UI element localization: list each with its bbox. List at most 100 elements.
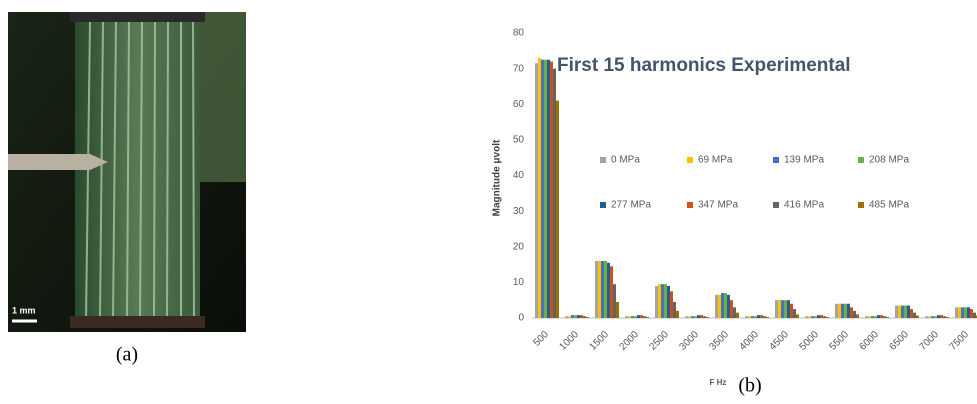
legend-swatch: [858, 157, 864, 163]
bar: [601, 261, 604, 318]
bar: [550, 61, 553, 318]
bar: [871, 316, 874, 318]
bar: [955, 307, 958, 318]
caption: (b): [738, 375, 761, 397]
x-tick-label: 7500: [947, 329, 971, 353]
bar: [913, 312, 916, 318]
chart-title: First 15 harmonics Experimental: [557, 55, 851, 76]
bar: [880, 315, 883, 318]
bar: [724, 293, 727, 318]
bar: [598, 261, 601, 318]
bar: [877, 315, 880, 318]
bar: [886, 316, 889, 318]
bar: [613, 284, 616, 318]
bar: [553, 68, 556, 318]
bar: [946, 316, 949, 318]
bar: [595, 261, 598, 318]
bar: [904, 305, 907, 318]
bar: [934, 316, 937, 318]
bar: [676, 310, 679, 318]
bar: [694, 316, 697, 318]
x-tick-label: 3000: [677, 329, 701, 353]
bar: [655, 285, 658, 318]
legend-swatch: [687, 202, 693, 208]
bar: [574, 315, 577, 318]
x-tick-label: 6000: [857, 329, 881, 353]
y-tick-label: 80: [513, 28, 525, 39]
bar: [535, 63, 538, 318]
bar: [721, 293, 724, 318]
bar: [928, 316, 931, 318]
bar: [958, 307, 961, 318]
x-tick-label: 4000: [737, 329, 761, 353]
bar: [943, 316, 946, 318]
bar: [763, 316, 766, 318]
legend-swatch: [687, 157, 693, 163]
x-tick-label: 5000: [797, 329, 821, 353]
bar: [796, 314, 799, 318]
bar: [673, 301, 676, 318]
bar: [706, 316, 709, 318]
legend-label: 139 MPa: [784, 155, 824, 166]
bar: [691, 316, 694, 318]
bar: [925, 316, 928, 318]
bar: [853, 310, 856, 318]
bar: [538, 57, 541, 318]
bar: [733, 307, 736, 318]
bar: [820, 315, 823, 318]
bar: [751, 316, 754, 318]
bar: [781, 300, 784, 318]
y-tick-label: 50: [513, 135, 525, 146]
bar: [631, 316, 634, 318]
bar: [748, 316, 751, 318]
bar: [793, 309, 796, 318]
bar: [646, 316, 649, 318]
bar: [898, 305, 901, 318]
photo: 1 mm: [8, 12, 246, 332]
bar: [805, 316, 808, 318]
bar: [844, 303, 847, 318]
y-tick-label: 10: [513, 277, 525, 288]
caption: (a): [116, 344, 138, 366]
bar: [754, 316, 757, 318]
bar: [547, 59, 550, 318]
bar: [688, 316, 691, 318]
x-tick-label: 2500: [647, 329, 671, 353]
bar: [814, 316, 817, 318]
bar: [847, 303, 850, 318]
y-tick-label: 40: [513, 170, 525, 181]
legend-label: 208 MPa: [869, 155, 909, 166]
bar: [745, 316, 748, 318]
scale-label: 1 mm: [12, 305, 36, 315]
bar: [637, 315, 640, 318]
bar: [586, 316, 589, 318]
x-tick-label: 2000: [617, 329, 641, 353]
y-axis-label: Magnitude μvolt: [492, 139, 503, 216]
bar: [835, 303, 838, 318]
bar: [607, 262, 610, 318]
bar: [916, 315, 919, 318]
bar: [811, 316, 814, 318]
bar: [850, 307, 853, 318]
bar: [883, 316, 886, 318]
y-tick-label: 60: [513, 99, 525, 110]
bar: [856, 314, 859, 318]
x-tick-label: 3500: [707, 329, 731, 353]
bar: [895, 305, 898, 318]
bar: [715, 294, 718, 318]
bar: [556, 100, 559, 318]
bar: [730, 300, 733, 318]
bar: [865, 316, 868, 318]
legend-label: 347 MPa: [698, 200, 738, 211]
bar: [718, 294, 721, 318]
bar: [604, 261, 607, 318]
bar: [817, 315, 820, 318]
x-tick-label: 4500: [767, 329, 791, 353]
x-tick-label: 5500: [827, 329, 851, 353]
x-tick-label: 500: [531, 329, 551, 349]
bar: [778, 300, 781, 318]
bar: [541, 59, 544, 318]
bar: [787, 300, 790, 318]
